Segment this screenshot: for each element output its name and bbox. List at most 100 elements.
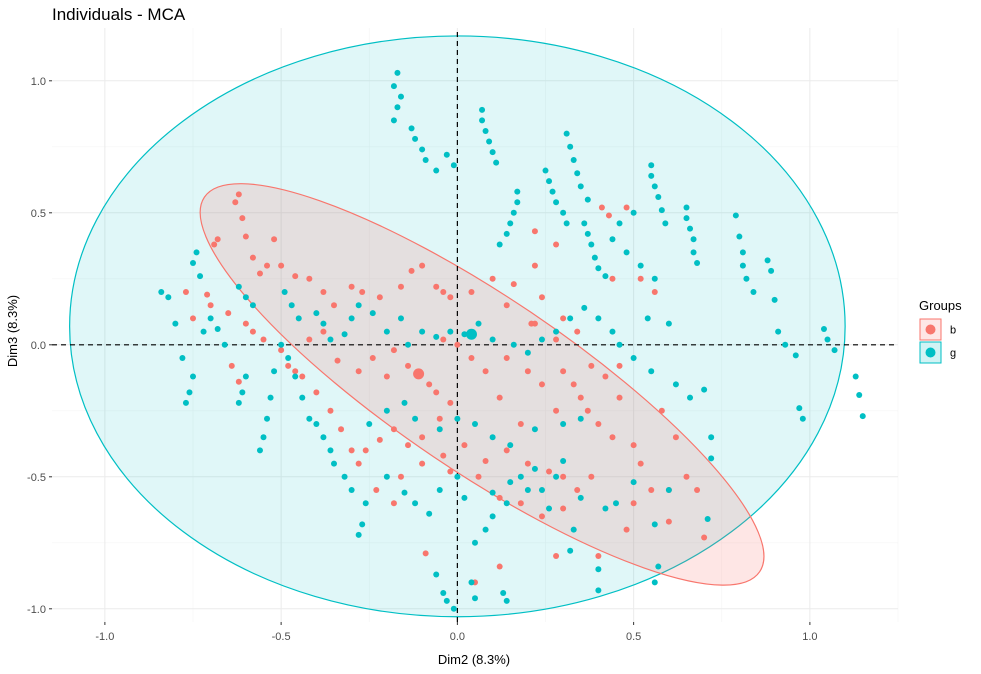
- y-tick-label: -0.5: [27, 472, 46, 484]
- point-group-b: [440, 289, 447, 295]
- point-group-g: [683, 204, 690, 211]
- point-group-b: [235, 378, 242, 385]
- point-group-b: [447, 468, 454, 475]
- point-group-b: [390, 426, 397, 433]
- point-group-g: [426, 510, 433, 517]
- centroid-group-b: [413, 368, 425, 380]
- point-group-b: [454, 341, 461, 348]
- point-group-b: [616, 394, 623, 401]
- point-group-g: [524, 487, 531, 493]
- point-group-b: [503, 355, 510, 361]
- point-group-g: [655, 563, 662, 570]
- point-group-g: [503, 597, 510, 604]
- point-group-b: [436, 415, 443, 422]
- point-group-b: [577, 394, 584, 401]
- point-group-g: [447, 328, 454, 335]
- point-group-g: [750, 289, 757, 295]
- point-group-b: [461, 442, 468, 449]
- point-group-g: [577, 494, 584, 501]
- y-axis-title: Dim3 (8.3%): [5, 295, 20, 367]
- point-group-g: [496, 241, 503, 248]
- point-group-b: [433, 389, 440, 396]
- point-group-b: [658, 407, 665, 414]
- point-group-b: [588, 473, 595, 480]
- point-group-b: [348, 447, 355, 454]
- point-group-b: [271, 236, 278, 243]
- point-group-g: [560, 209, 567, 216]
- point-group-b: [630, 500, 637, 507]
- point-group-b: [390, 347, 397, 354]
- point-group-g: [708, 434, 715, 441]
- point-group-g: [648, 172, 655, 179]
- point-group-g: [648, 162, 655, 169]
- point-group-g: [412, 415, 419, 422]
- ellipse-group-b: [199, 183, 765, 586]
- point-group-g: [687, 394, 694, 401]
- point-group-g: [591, 254, 598, 261]
- point-group-g: [182, 399, 189, 406]
- point-group-b: [553, 336, 560, 343]
- point-group-g: [355, 302, 362, 309]
- point-group-g: [577, 415, 584, 422]
- point-group-b: [496, 563, 503, 570]
- y-axis-ticks: -1.0 -0.5 0.0 0.5 1.0: [27, 76, 52, 616]
- point-group-b: [524, 460, 531, 467]
- point-group-g: [320, 434, 327, 441]
- point-group-b: [419, 434, 426, 441]
- point-group-g: [489, 149, 496, 156]
- point-group-g: [507, 220, 514, 227]
- point-group-g: [461, 494, 468, 501]
- point-group-b: [637, 460, 644, 467]
- point-group-g: [454, 473, 461, 480]
- point-group-b: [355, 368, 362, 375]
- point-group-g: [256, 447, 263, 454]
- point-group-g: [306, 415, 313, 422]
- x-axis-title: Dim2 (8.3%): [438, 652, 510, 667]
- point-group-g: [419, 328, 426, 335]
- point-group-g: [859, 413, 866, 420]
- point-group-g: [595, 587, 602, 594]
- point-group-g: [503, 230, 510, 237]
- point-group-g: [549, 188, 556, 195]
- point-group-b: [630, 442, 637, 449]
- point-group-g: [288, 302, 295, 309]
- point-group-g: [524, 349, 531, 356]
- point-group-g: [609, 328, 616, 335]
- point-group-b: [616, 362, 623, 369]
- point-group-g: [242, 373, 249, 380]
- point-group-g: [768, 267, 775, 274]
- point-group-b: [239, 215, 246, 222]
- point-group-g: [193, 249, 200, 256]
- point-group-g: [450, 162, 457, 169]
- point-group-g: [479, 117, 486, 124]
- point-group-b: [390, 500, 397, 507]
- point-group-b: [440, 452, 447, 459]
- point-group-b: [292, 368, 299, 375]
- centroid-group-g: [465, 328, 477, 340]
- point-group-g: [214, 325, 221, 332]
- point-group-g: [489, 513, 496, 520]
- point-group-g: [560, 421, 567, 427]
- point-group-b: [331, 302, 337, 309]
- point-group-b: [574, 487, 581, 493]
- point-group-g: [443, 151, 450, 158]
- point-group-g: [472, 539, 478, 546]
- point-group-b: [228, 362, 235, 369]
- legend: Groups bg: [919, 298, 962, 364]
- point-group-g: [285, 355, 292, 361]
- point-group-b: [373, 487, 380, 493]
- point-group-g: [630, 479, 637, 486]
- point-group-g: [390, 117, 397, 124]
- point-group-b: [299, 373, 306, 380]
- point-group-g: [493, 159, 500, 166]
- point-group-g: [503, 500, 510, 507]
- point-group-b: [211, 241, 218, 248]
- point-group-g: [313, 421, 320, 427]
- point-group-b: [408, 267, 415, 274]
- point-group-g: [489, 434, 496, 441]
- point-group-b: [468, 355, 475, 361]
- point-group-b: [538, 513, 545, 520]
- point-group-g: [422, 157, 429, 163]
- point-group-b: [447, 399, 454, 406]
